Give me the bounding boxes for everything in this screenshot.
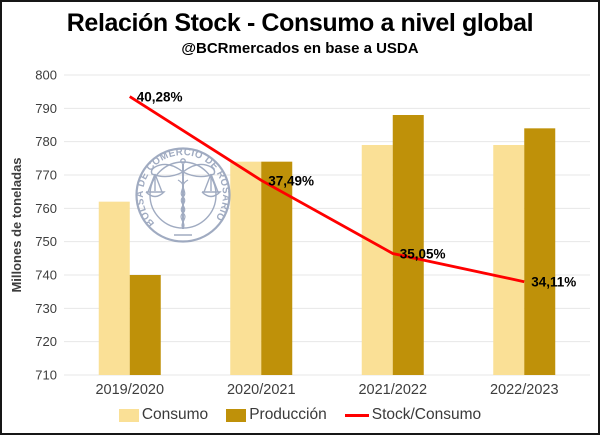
bar-produccion-2020/2021 <box>261 161 293 375</box>
stock-consumo-line <box>128 95 525 284</box>
y-axis-tick: 740 <box>35 268 57 283</box>
legend-item-produccion: Producción <box>226 406 327 424</box>
x-axis-label-2022/2023: 2022/2023 <box>490 382 559 398</box>
y-axis-tick: 730 <box>35 301 57 316</box>
legend-item-consumo: Consumo <box>118 406 209 424</box>
bar-consumo-2022/2023 <box>493 145 525 375</box>
bar-produccion-2022/2023 <box>524 128 556 375</box>
y-axis-tick: 800 <box>35 68 57 83</box>
line-point-label-2019/2020: 40,28% <box>137 90 183 105</box>
legend-swatch-produccion <box>226 408 247 422</box>
legend-swatch-stock-consumo <box>344 413 369 417</box>
x-axis-label-2020/2021: 2020/2021 <box>227 382 296 398</box>
caduceus-emblem <box>145 158 222 236</box>
line-point-label-2022/2023: 34,11% <box>531 275 576 290</box>
y-axis-tick: 770 <box>35 168 57 183</box>
y-axis-label: Millones de toneladas <box>9 157 24 292</box>
y-axis-tick: 790 <box>35 101 57 116</box>
legend-label-consumo: Consumo <box>141 406 209 423</box>
x-axis-label-2019/2020: 2019/2020 <box>95 382 164 398</box>
y-axis-tick: 780 <box>35 134 57 149</box>
legend-swatch-consumo <box>118 408 139 422</box>
chart-title: Relación Stock - Consumo a nivel global <box>66 9 534 37</box>
bar-produccion-2019/2020 <box>129 275 161 375</box>
watermark-outer-ring <box>135 147 231 243</box>
x-axis-label-2021/2022: 2021/2022 <box>358 382 427 398</box>
y-axis-tick: 720 <box>35 334 57 349</box>
y-axis-tick: 710 <box>35 368 57 383</box>
bar-consumo-2021/2022 <box>361 145 393 375</box>
legend-label-stock-consumo: Stock/Consumo <box>371 406 482 423</box>
y-axis-tick: 750 <box>35 234 57 249</box>
legend: Consumo Producción Stock/Consumo <box>2 406 598 424</box>
chart-subtitle: @BCRmercados en base a USDA <box>181 40 419 57</box>
line-point-label-2020/2021: 37,49% <box>268 173 314 188</box>
bcr-watermark-logo: BOLSA DE COMERCIO DE ROSARIO <box>135 147 231 243</box>
bar-consumo-2020/2021 <box>230 161 262 375</box>
bar-produccion-2021/2022 <box>392 115 424 375</box>
line-point-label-2021/2022: 35,05% <box>400 247 446 262</box>
y-axis-tick: 760 <box>35 201 57 216</box>
legend-item-stock-consumo: Stock/Consumo <box>344 406 482 424</box>
bar-consumo-2019/2020 <box>98 201 130 375</box>
legend-label-produccion: Producción <box>249 406 327 423</box>
